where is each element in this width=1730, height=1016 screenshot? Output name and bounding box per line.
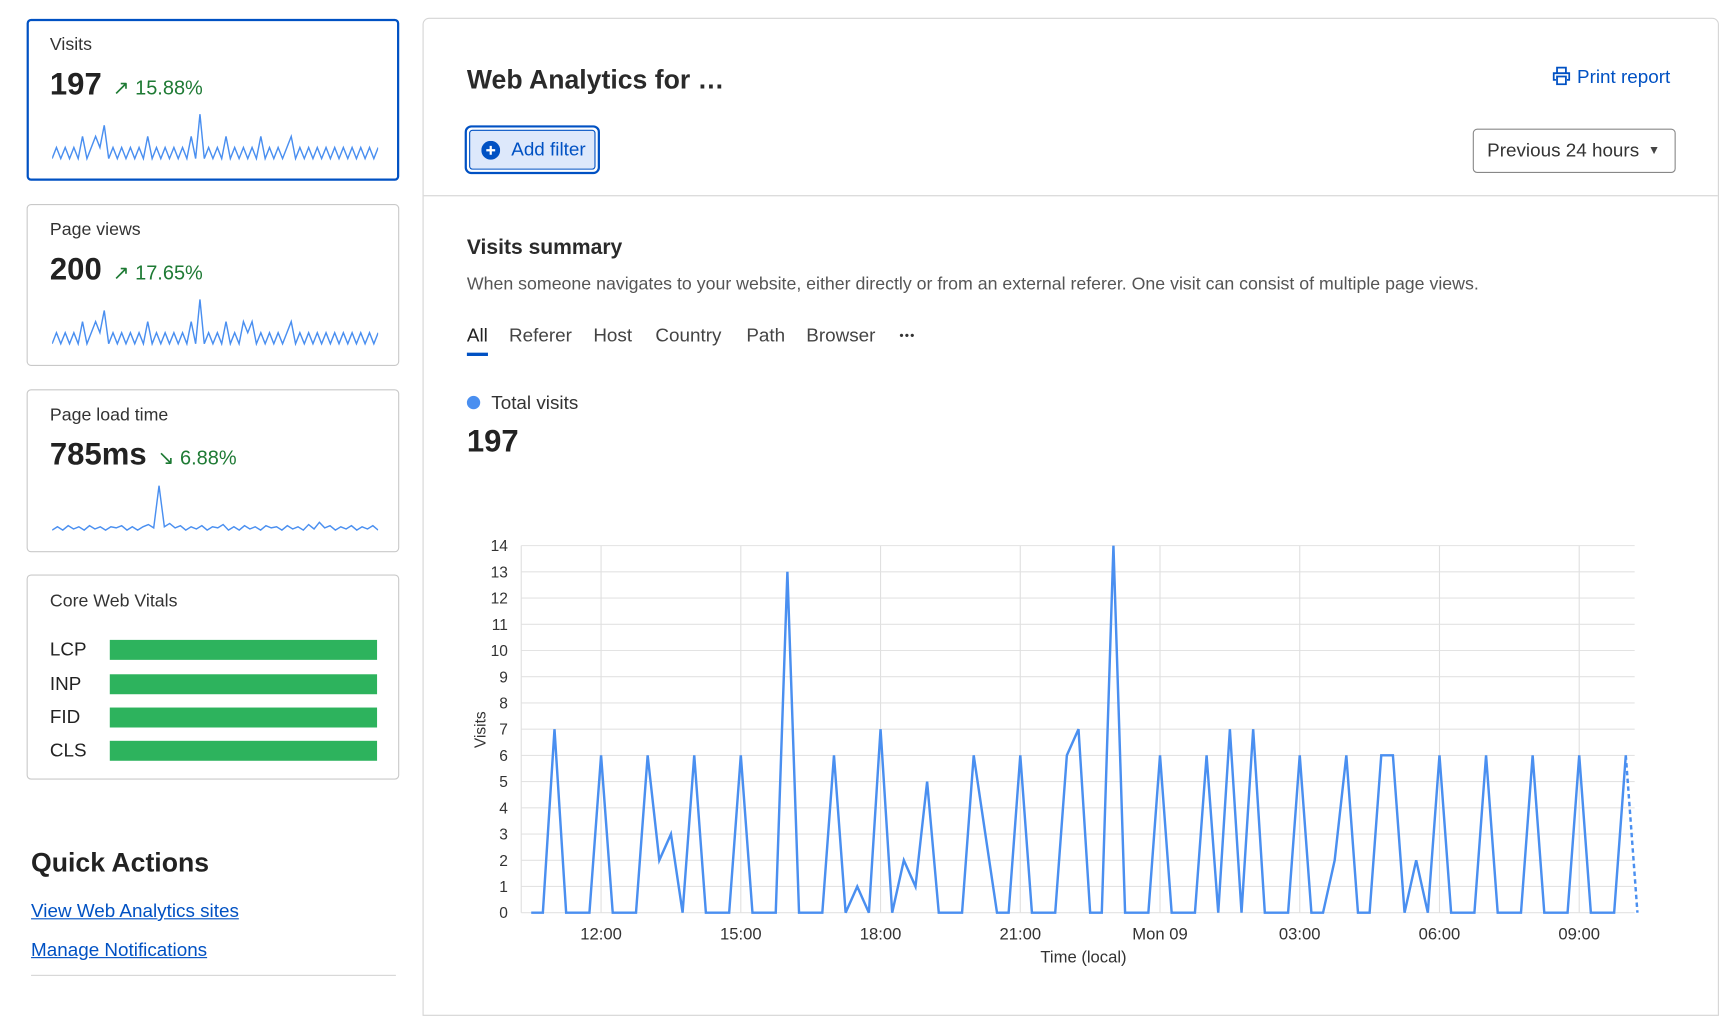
card-value: 785ms ↘ 6.88%: [50, 437, 237, 472]
time-range-select[interactable]: Previous 24 hours ▼: [1473, 129, 1676, 173]
y-tick-label: 14: [491, 538, 509, 555]
page-views-card[interactable]: Page views 200 ↗ 17.65%: [27, 204, 400, 366]
y-tick-label: 5: [499, 774, 508, 791]
print-report-label: Print report: [1577, 67, 1670, 88]
time-range-value: Previous 24 hours: [1487, 140, 1639, 162]
view-web-analytics-sites-link[interactable]: View Web Analytics sites: [31, 901, 239, 923]
print-report-button[interactable]: Print report: [1553, 67, 1671, 89]
legend-label: Total visits: [491, 393, 578, 415]
cwv-inp: INP: [50, 673, 383, 695]
page-load-time-card[interactable]: Page load time 785ms ↘ 6.88%: [27, 389, 400, 552]
core-web-vitals-card[interactable]: Core Web Vitals LCP INP FID CLS: [27, 574, 400, 779]
cwv-bar: [110, 640, 377, 660]
plus-circle-icon: [481, 140, 500, 159]
page-load-delta: 6.88%: [180, 447, 237, 469]
x-tick-label: 21:00: [999, 924, 1041, 943]
x-axis-label: Time (local): [1040, 948, 1126, 967]
header-divider: [424, 195, 1718, 196]
y-tick-label: 12: [491, 591, 508, 608]
total-visits-value: 197: [467, 424, 519, 459]
cwv-name: CLS: [50, 740, 87, 762]
page-load-value: 785ms: [50, 437, 147, 471]
y-tick-label: 1: [499, 879, 508, 896]
y-axis-label: Visits: [473, 711, 490, 748]
cwv-cls: CLS: [50, 740, 383, 762]
cwv-fid: FID: [50, 706, 383, 728]
x-tick-label: 09:00: [1558, 924, 1600, 943]
x-tick-label: Mon 09: [1132, 924, 1187, 943]
cwv-lcp: LCP: [50, 639, 383, 661]
cwv-title: Core Web Vitals: [50, 592, 178, 612]
divider: [31, 975, 396, 976]
trend-down-icon: ↘: [158, 447, 175, 469]
visits-delta: 15.88%: [135, 77, 203, 99]
cwv-name: INP: [50, 673, 81, 695]
x-tick-label: 03:00: [1279, 924, 1321, 943]
tab-browser[interactable]: Browser: [806, 325, 875, 347]
page-views-sparkline: [52, 295, 378, 346]
y-tick-label: 9: [499, 669, 508, 686]
cwv-name: FID: [50, 706, 80, 728]
page-views-value: 200: [50, 252, 102, 286]
tab-referer[interactable]: Referer: [509, 325, 572, 347]
page-load-sparkline: [52, 481, 378, 532]
tab-path[interactable]: Path: [746, 325, 785, 347]
more-tabs-button[interactable]: •••: [899, 329, 915, 342]
sparkline-line: [52, 299, 378, 343]
y-tick-label: 0: [499, 905, 508, 922]
trend-up-icon: ↗: [113, 262, 130, 284]
y-tick-label: 10: [491, 643, 509, 660]
tab-all[interactable]: All: [467, 325, 488, 347]
card-label: Visits: [50, 35, 92, 55]
summary-title: Visits summary: [467, 236, 622, 260]
page-views-delta: 17.65%: [135, 262, 203, 284]
tab-all-underline: [467, 353, 488, 356]
caret-down-icon: ▼: [1648, 144, 1660, 157]
sparkline-line: [52, 486, 378, 530]
x-tick-label: 18:00: [860, 924, 902, 943]
y-tick-label: 11: [492, 617, 508, 634]
sparkline-line: [52, 114, 378, 158]
cwv-bar: [110, 674, 377, 694]
card-value: 200 ↗ 17.65%: [50, 252, 203, 287]
cwv-bar: [110, 741, 377, 761]
legend-dot: [467, 396, 480, 409]
x-tick-label: 06:00: [1419, 924, 1461, 943]
visits-card[interactable]: Visits 197 ↗ 15.88%: [27, 19, 400, 181]
y-tick-label: 3: [499, 827, 508, 844]
tab-country[interactable]: Country: [655, 325, 721, 347]
visits-sparkline: [52, 110, 378, 161]
cwv-bar: [110, 708, 377, 728]
card-label: Page views: [50, 221, 141, 241]
y-tick-label: 7: [499, 722, 508, 739]
x-tick-label: 15:00: [720, 924, 762, 943]
manage-notifications-link[interactable]: Manage Notifications: [31, 939, 207, 961]
card-label: Page load time: [50, 406, 168, 426]
add-filter-button[interactable]: Add filter: [465, 125, 600, 174]
visits-value: 197: [50, 67, 102, 101]
trend-up-icon: ↗: [113, 77, 130, 99]
y-tick-label: 4: [499, 800, 508, 817]
tab-host[interactable]: Host: [593, 325, 632, 347]
cwv-name: LCP: [50, 639, 87, 661]
y-tick-label: 2: [499, 853, 508, 870]
y-tick-label: 6: [499, 748, 508, 765]
x-tick-label: 12:00: [580, 924, 622, 943]
quick-actions-title: Quick Actions: [31, 848, 209, 879]
printer-icon: [1553, 67, 1571, 86]
card-value: 197 ↗ 15.88%: [50, 67, 203, 102]
page-title: Web Analytics for …: [467, 65, 724, 96]
y-tick-label: 13: [491, 564, 508, 581]
y-tick-label: 8: [499, 695, 508, 712]
add-filter-label: Add filter: [511, 139, 585, 161]
summary-description: When someone navigates to your website, …: [467, 275, 1479, 295]
